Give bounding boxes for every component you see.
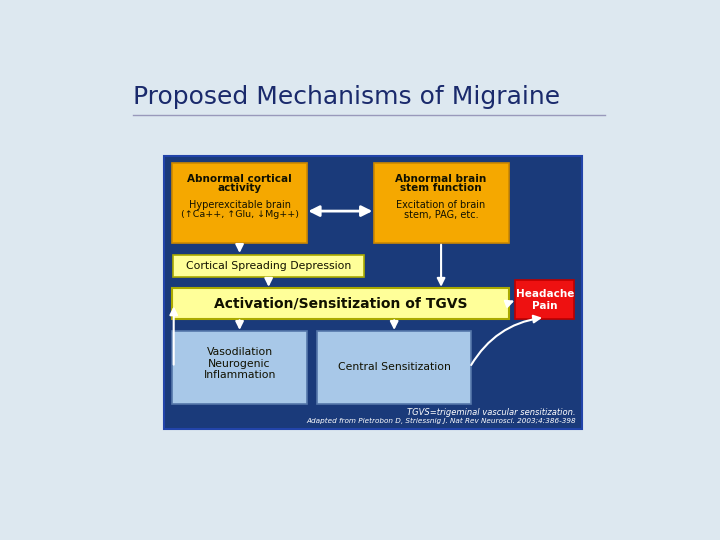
Text: stem function: stem function	[400, 183, 482, 193]
Text: Central Sensitization: Central Sensitization	[338, 362, 451, 373]
Text: Cortical Spreading Depression: Cortical Spreading Depression	[186, 261, 351, 271]
Text: Proposed Mechanisms of Migraine: Proposed Mechanisms of Migraine	[132, 85, 559, 109]
Text: Adapted from Pietrobon D, Striessnig J. Nat Rev Neurosci. 2003;4:386-398: Adapted from Pietrobon D, Striessnig J. …	[306, 418, 576, 424]
Text: Pain: Pain	[532, 301, 558, 311]
Text: Abnormal brain: Abnormal brain	[395, 174, 487, 184]
Text: Vasodilation: Vasodilation	[207, 347, 273, 357]
Text: Headache: Headache	[516, 289, 574, 299]
FancyBboxPatch shape	[317, 331, 472, 403]
Text: Hyperexcitable brain: Hyperexcitable brain	[189, 200, 291, 210]
FancyBboxPatch shape	[374, 164, 508, 244]
Text: Excitation of brain: Excitation of brain	[397, 200, 486, 210]
FancyBboxPatch shape	[173, 255, 364, 276]
Text: Abnormal cortical: Abnormal cortical	[187, 174, 292, 184]
Text: activity: activity	[217, 183, 261, 193]
Text: stem, PAG, etc.: stem, PAG, etc.	[404, 210, 478, 220]
Text: TGVS=trigeminal vascular sensitization.: TGVS=trigeminal vascular sensitization.	[408, 408, 576, 416]
FancyBboxPatch shape	[172, 164, 307, 244]
FancyBboxPatch shape	[172, 288, 508, 319]
FancyBboxPatch shape	[172, 331, 307, 403]
Text: Neurogenic: Neurogenic	[208, 359, 271, 369]
FancyBboxPatch shape	[516, 280, 575, 319]
Text: (↑Ca++, ↑Glu, ↓Mg++): (↑Ca++, ↑Glu, ↓Mg++)	[181, 211, 299, 219]
Text: Inflammation: Inflammation	[203, 370, 276, 380]
FancyBboxPatch shape	[163, 156, 582, 429]
Text: Activation/Sensitization of TGVS: Activation/Sensitization of TGVS	[214, 296, 467, 310]
